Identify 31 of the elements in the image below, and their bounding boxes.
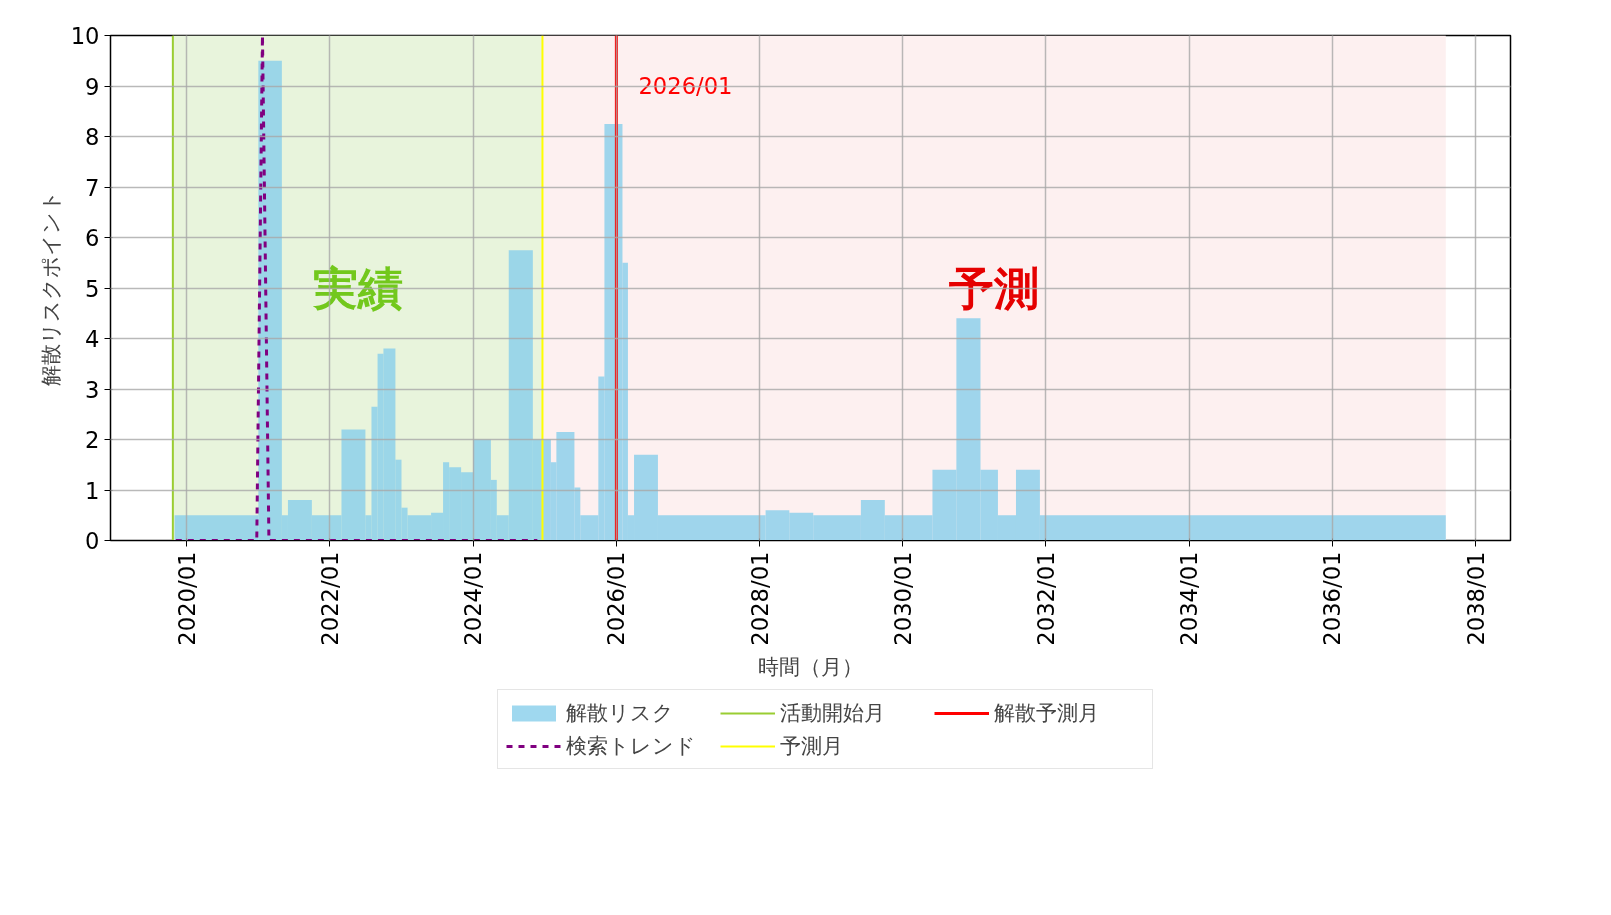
x-tick-label: 2032/01 bbox=[1032, 551, 1059, 646]
x-tick-label: 2022/01 bbox=[316, 551, 343, 646]
y-tick-label: 4 bbox=[85, 326, 100, 352]
y-tick-label: 10 bbox=[70, 23, 100, 49]
y-tick-label: 7 bbox=[85, 174, 100, 201]
y-tick-label: 0 bbox=[85, 528, 100, 554]
band-label: 実績 bbox=[311, 261, 403, 315]
y-tick-label: 5 bbox=[85, 275, 100, 302]
band-label: 予測 bbox=[948, 261, 1040, 315]
y-tick-label: 8 bbox=[85, 124, 100, 150]
y-tick-label: 2 bbox=[85, 427, 100, 453]
y-axis-title: 解散リスクポイント bbox=[37, 190, 63, 386]
x-tick-label: 2036/01 bbox=[1319, 551, 1346, 646]
x-tick-label: 2020/01 bbox=[173, 551, 200, 646]
legend-label: 検索トレンド bbox=[566, 732, 697, 760]
y-tick-label: 6 bbox=[85, 225, 100, 251]
x-tick-label: 2034/01 bbox=[1176, 551, 1203, 646]
x-tick-label: 2024/01 bbox=[460, 551, 487, 646]
legend-label: 予測月 bbox=[780, 732, 844, 760]
x-tick-label: 2026/01 bbox=[603, 551, 630, 646]
y-tick-label: 1 bbox=[85, 477, 100, 504]
legend-label: 解散予測月 bbox=[994, 699, 1100, 727]
annotation: 2026/01 bbox=[638, 73, 733, 99]
legend-label: 活動開始月 bbox=[780, 699, 886, 727]
x-tick-label: 2028/01 bbox=[746, 551, 773, 646]
legend-label: 解散リスク bbox=[566, 699, 675, 727]
y-tick-label: 9 bbox=[85, 73, 100, 100]
y-tick-label: 3 bbox=[85, 376, 100, 403]
x-tick-label: 2030/01 bbox=[889, 551, 916, 646]
x-axis-title: 時間（月） bbox=[758, 653, 863, 679]
x-tick-label: 2038/01 bbox=[1462, 551, 1489, 646]
